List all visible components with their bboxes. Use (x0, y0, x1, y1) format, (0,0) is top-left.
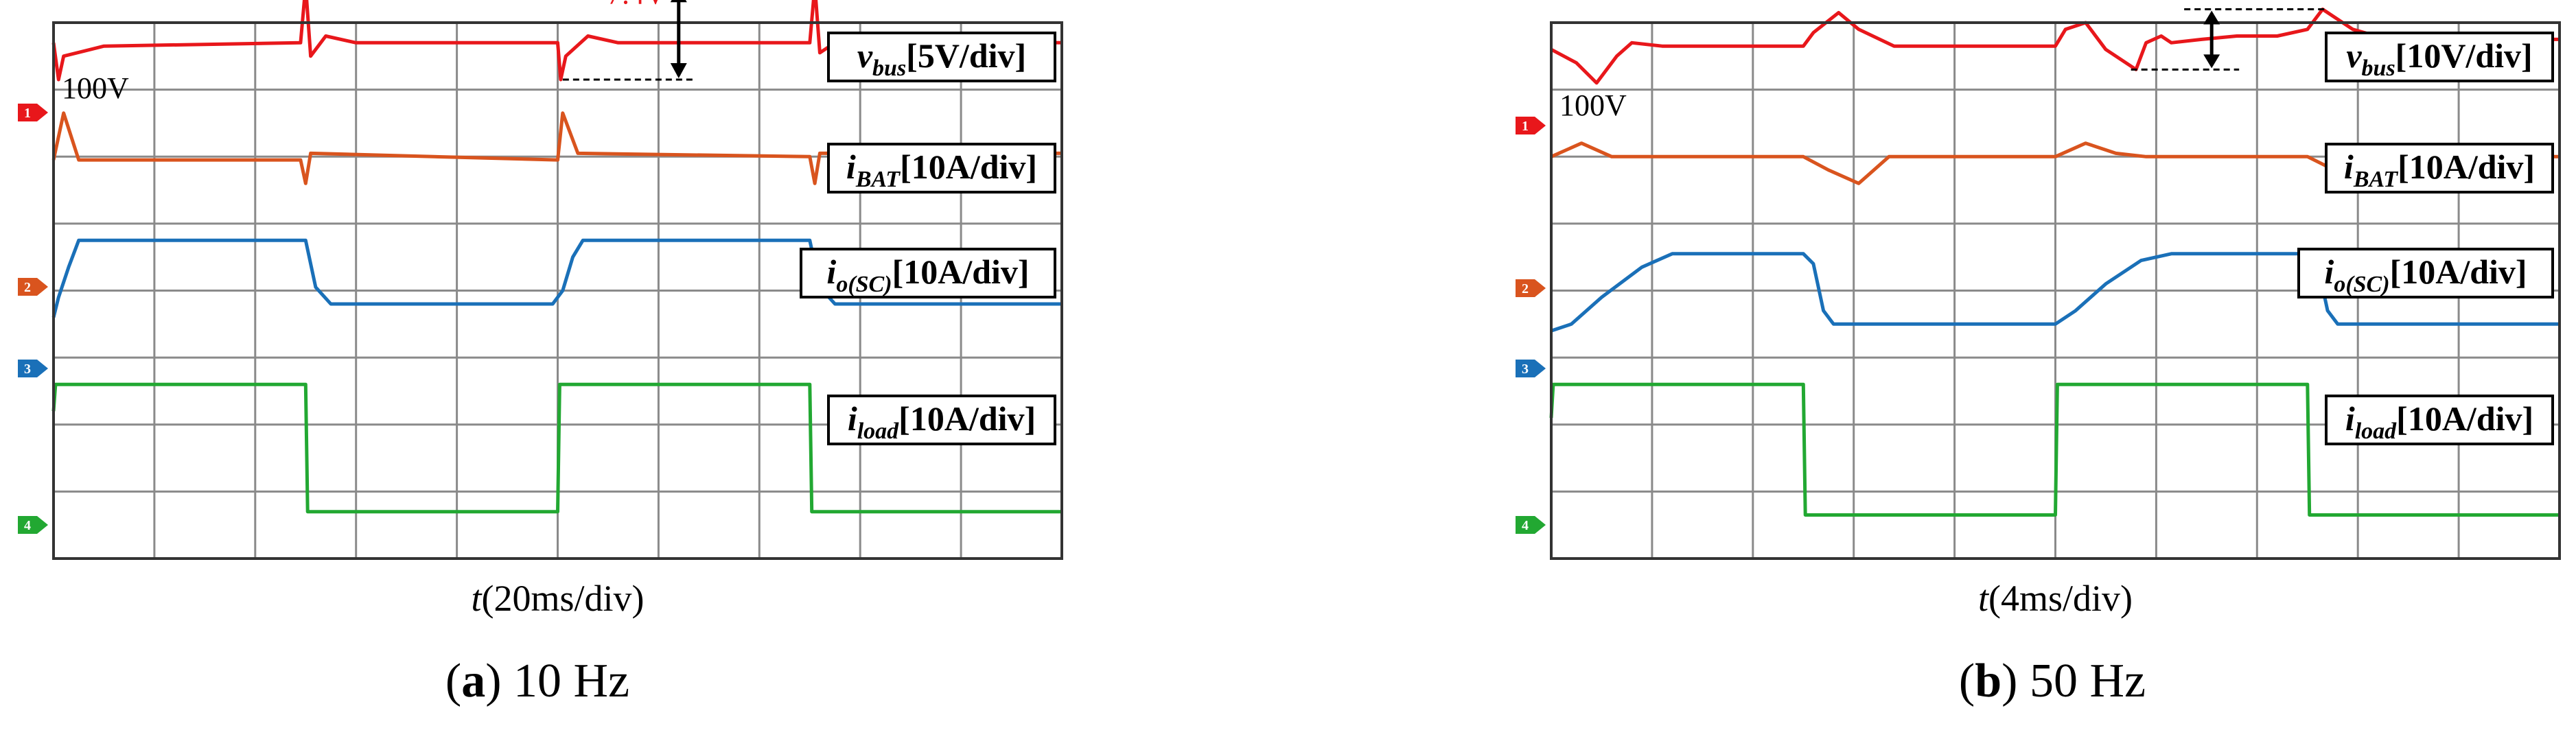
scale-label-iosc: io(SC)[10A/div] (2297, 248, 2554, 298)
scale-label-text: iBAT[10A/div] (846, 148, 1037, 192)
channel-1-marker (18, 104, 48, 121)
scale-label-ibat: iBAT[10A/div] (2325, 143, 2554, 193)
vbus-level-label: 100V (62, 71, 129, 105)
scale-label-box (2325, 143, 2554, 193)
channel-1-number: 1 (24, 106, 31, 121)
delta-arrow-head-up (2203, 10, 2220, 25)
scale-label-text: vbus[5V/div] (857, 36, 1026, 81)
scale-label-iload: iload[10A/div] (2325, 395, 2554, 445)
channel-2-marker (1516, 279, 1546, 297)
scale-label-vbus: vbus[10V/div] (2325, 32, 2554, 82)
channel-3-marker (18, 360, 48, 377)
scale-label-iosc: io(SC)[10A/div] (800, 248, 1056, 298)
channel-4-marker (18, 516, 48, 534)
scale-label-box (2325, 32, 2554, 82)
scale-label-box (827, 32, 1056, 82)
trace-iload (51, 382, 1062, 514)
scale-label-text: io(SC)[10A/div] (826, 253, 1029, 297)
plot-frame (52, 21, 1063, 560)
trace-ibat (51, 111, 1062, 185)
x-axis-label: t(20ms/div) (471, 578, 644, 619)
trace-iload (1549, 382, 2560, 517)
scale-label-box (2325, 395, 2554, 445)
trace-vbus (51, 0, 1063, 82)
scale-label-vbus: vbus[5V/div] (827, 32, 1056, 82)
delta-arrow-head-up (670, 0, 687, 3)
panel-caption: (b) 50 Hz (1959, 655, 2146, 707)
scale-label-text: iload[10A/div] (848, 399, 1036, 444)
delta-arrow-head-down (2203, 54, 2220, 69)
channel-3-marker (1516, 360, 1546, 377)
channel-4-number: 4 (24, 518, 31, 533)
scale-label-box (827, 143, 1056, 193)
channel-4-number: 4 (1522, 518, 1529, 533)
delta-value-label: 9V (2174, 0, 2211, 5)
channel-1-marker (1516, 117, 1546, 134)
channel-2-number: 2 (24, 280, 31, 295)
plot-frame (1550, 21, 2561, 560)
channel-3-number: 3 (1522, 362, 1529, 377)
delta-annotation: 9V (2131, 0, 2328, 71)
scale-label-box (800, 248, 1056, 298)
scale-label-text: vbus[10V/div] (2346, 36, 2532, 81)
channel-2-marker (18, 278, 48, 296)
scale-label-text: iload[10A/div] (2345, 399, 2533, 444)
panel-a: 1 2 3 4 100V 7.4V vbus[5V/div] iBAT[10A/div] io(… (18, 0, 1063, 707)
channel-4-marker (1516, 516, 1546, 534)
delta-annotation: 7.4V (562, 0, 694, 81)
scale-label-text: iBAT[10A/div] (2344, 148, 2535, 192)
scale-label-text: io(SC)[10A/div] (2324, 253, 2527, 297)
scale-label-ibat: iBAT[10A/div] (827, 143, 1056, 193)
vbus-level-label: 100V (1559, 89, 1627, 122)
panel-caption: (a) 10 Hz (445, 655, 629, 707)
channel-3-number: 3 (24, 362, 31, 377)
channel-2-number: 2 (1522, 281, 1529, 296)
delta-arrow-head-down (670, 62, 687, 78)
channel-1-number: 1 (1522, 119, 1529, 134)
delta-value-label: 7.4V (607, 0, 666, 10)
scale-label-box (2297, 248, 2554, 298)
scale-label-iload: iload[10A/div] (827, 395, 1056, 445)
scale-label-box (827, 395, 1056, 445)
x-axis-label: t(4ms/div) (1978, 578, 2133, 619)
panel-b: 1 2 3 4 100V 9V vbus[10V/div] iBAT[10A/div] io(S… (1516, 0, 2561, 707)
